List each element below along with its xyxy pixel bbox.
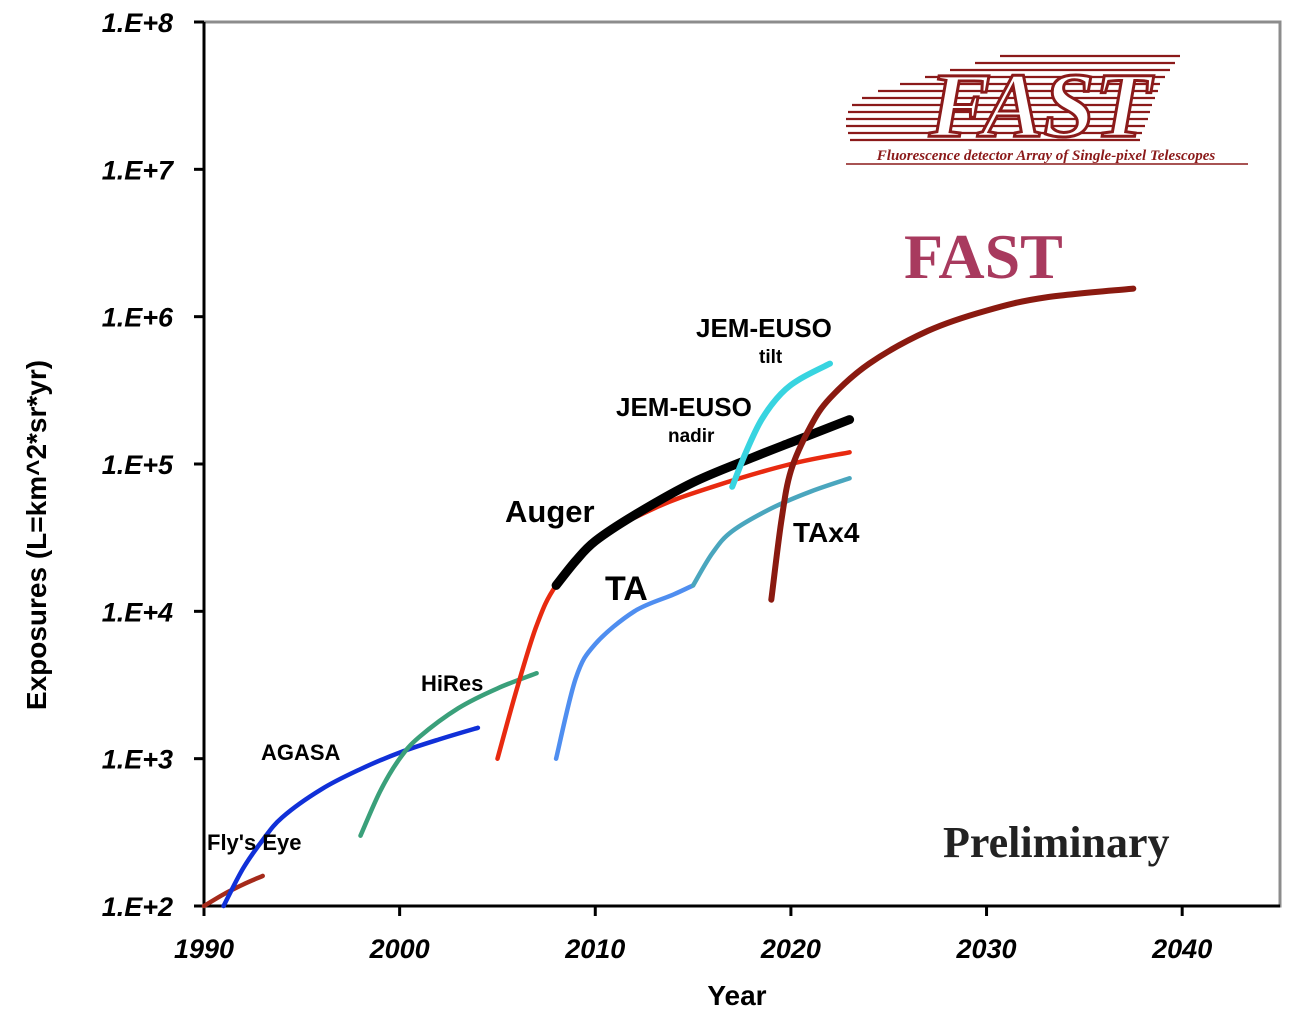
series-line-jem-euso-tilt bbox=[729, 360, 833, 490]
label-jem-tilt-sub: tilt bbox=[759, 347, 783, 368]
series-line-hires bbox=[358, 670, 539, 838]
label-jem-nadir-sub: nadir bbox=[668, 426, 715, 447]
series-line-ta bbox=[553, 583, 696, 761]
label-fast: FAST bbox=[904, 221, 1063, 292]
label-ta: TA bbox=[605, 570, 648, 608]
x-tick-label: 2000 bbox=[369, 934, 430, 964]
fast-logo: FAST Fluorescence detector Array of Sing… bbox=[846, 53, 1248, 165]
x-tick-label: 2040 bbox=[1151, 934, 1212, 964]
logo-subtitle: Fluorescence detector Array of Single-pi… bbox=[876, 148, 1216, 164]
label-preliminary: Preliminary bbox=[943, 818, 1169, 867]
x-tick-label: 1990 bbox=[174, 934, 234, 964]
label-auger: Auger bbox=[505, 494, 595, 529]
label-agasa: AGASA bbox=[261, 740, 341, 765]
series-line-tax4 bbox=[690, 476, 852, 588]
label-flys-eye: Fly's Eye bbox=[207, 830, 302, 855]
label-hires: HiRes bbox=[421, 671, 483, 696]
x-tick-label: 2020 bbox=[760, 934, 821, 964]
label-tax4: TAx4 bbox=[793, 517, 860, 548]
series-line-jem-euso-nadir bbox=[551, 415, 855, 590]
logo-wordmark: FAST bbox=[928, 54, 1154, 156]
label-jem-nadir-title: JEM-EUSO bbox=[616, 392, 752, 422]
series-line-agasa bbox=[221, 725, 481, 909]
y-tick-label: 1.E+3 bbox=[102, 745, 173, 775]
y-ticks: 1.E+2 1.E+3 1.E+4 1.E+5 1.E+6 1.E+7 1.E+8 bbox=[102, 8, 204, 922]
logo-stripes bbox=[846, 54, 1180, 142]
y-tick-label: 1.E+5 bbox=[102, 450, 174, 480]
y-tick-label: 1.E+7 bbox=[102, 155, 175, 185]
x-ticks: 1990 2000 2010 2020 2030 2040 bbox=[174, 906, 1212, 964]
y-tick-label: 1.E+4 bbox=[102, 597, 173, 627]
y-axis-title: Exposures (L=km^2*sr*yr) bbox=[21, 360, 52, 710]
y-tick-label: 1.E+6 bbox=[102, 303, 174, 333]
y-tick-label: 1.E+8 bbox=[102, 8, 173, 38]
series-line-fast bbox=[768, 285, 1137, 603]
series-lines bbox=[201, 285, 1137, 909]
label-jem-tilt-title: JEM-EUSO bbox=[696, 313, 832, 343]
x-tick-label: 2010 bbox=[564, 934, 625, 964]
x-tick-label: 2030 bbox=[956, 934, 1017, 964]
y-tick-label: 1.E+2 bbox=[102, 892, 173, 922]
x-axis-title: Year bbox=[707, 980, 766, 1011]
